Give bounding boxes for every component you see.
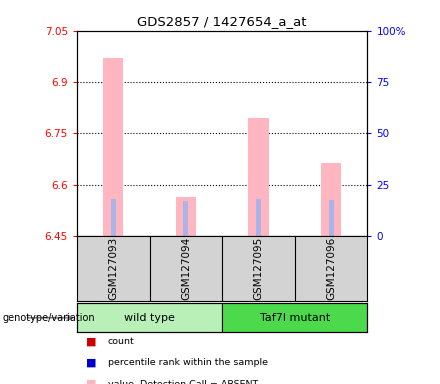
Text: GSM127094: GSM127094 [181, 237, 191, 300]
Text: wild type: wild type [124, 313, 175, 323]
Text: GSM127095: GSM127095 [253, 237, 264, 300]
Bar [176, 197, 196, 236]
Bar [321, 162, 341, 236]
Text: ■: ■ [86, 379, 96, 384]
Text: percentile rank within the sample: percentile rank within the sample [108, 358, 268, 367]
Text: Taf7l mutant: Taf7l mutant [260, 313, 330, 323]
Text: genotype/variation: genotype/variation [2, 313, 95, 323]
Text: GSM127096: GSM127096 [326, 237, 336, 300]
Bar [183, 201, 188, 236]
Bar [103, 58, 124, 236]
Text: ■: ■ [86, 337, 96, 347]
Bar [111, 199, 116, 236]
Bar [77, 303, 222, 332]
Text: ■: ■ [86, 358, 96, 368]
Text: GSM127093: GSM127093 [108, 237, 118, 300]
Text: count: count [108, 337, 135, 346]
Text: value, Detection Call = ABSENT: value, Detection Call = ABSENT [108, 379, 258, 384]
Title: GDS2857 / 1427654_a_at: GDS2857 / 1427654_a_at [137, 15, 307, 28]
Bar [222, 303, 367, 332]
Bar [256, 199, 261, 236]
Bar [329, 200, 334, 236]
Bar [248, 118, 269, 236]
